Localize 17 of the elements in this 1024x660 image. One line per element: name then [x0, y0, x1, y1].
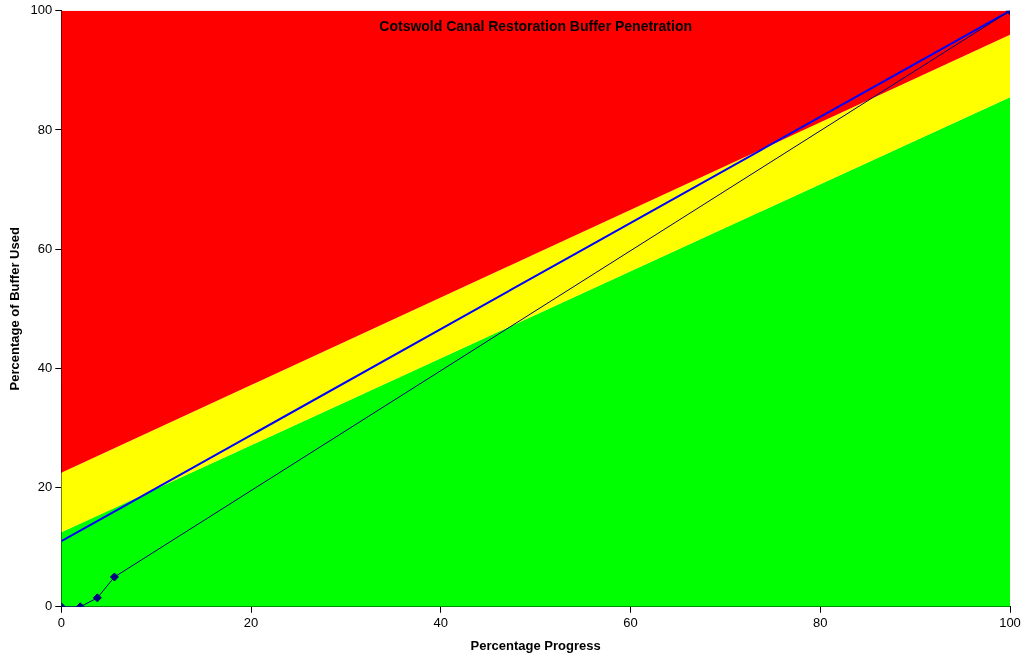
- x-tick-label: 80: [813, 615, 828, 631]
- x-tick-label: 40: [433, 615, 449, 631]
- x-axis-title: Percentage Progress: [470, 637, 601, 653]
- y-axis-title: Percentage of Buffer Used: [7, 227, 23, 391]
- text: Cotswold Canal Restoration Buffer Penetration: [379, 17, 692, 34]
- y-tick-label: 0: [45, 598, 53, 614]
- x-tick-label: 60: [623, 615, 638, 631]
- y-tick-label: 60: [37, 240, 53, 256]
- point: [109, 572, 119, 582]
- y-tick-label: 80: [37, 121, 53, 137]
- x-tick-label: 0: [57, 615, 65, 631]
- y-tick-label: 20: [37, 479, 53, 495]
- y-tick-label: 100: [30, 2, 53, 18]
- x-tick-label: 100: [999, 615, 1021, 631]
- point: [92, 593, 102, 603]
- y-tick-label: 40: [37, 359, 53, 375]
- x-tick-label: 20: [243, 615, 259, 631]
